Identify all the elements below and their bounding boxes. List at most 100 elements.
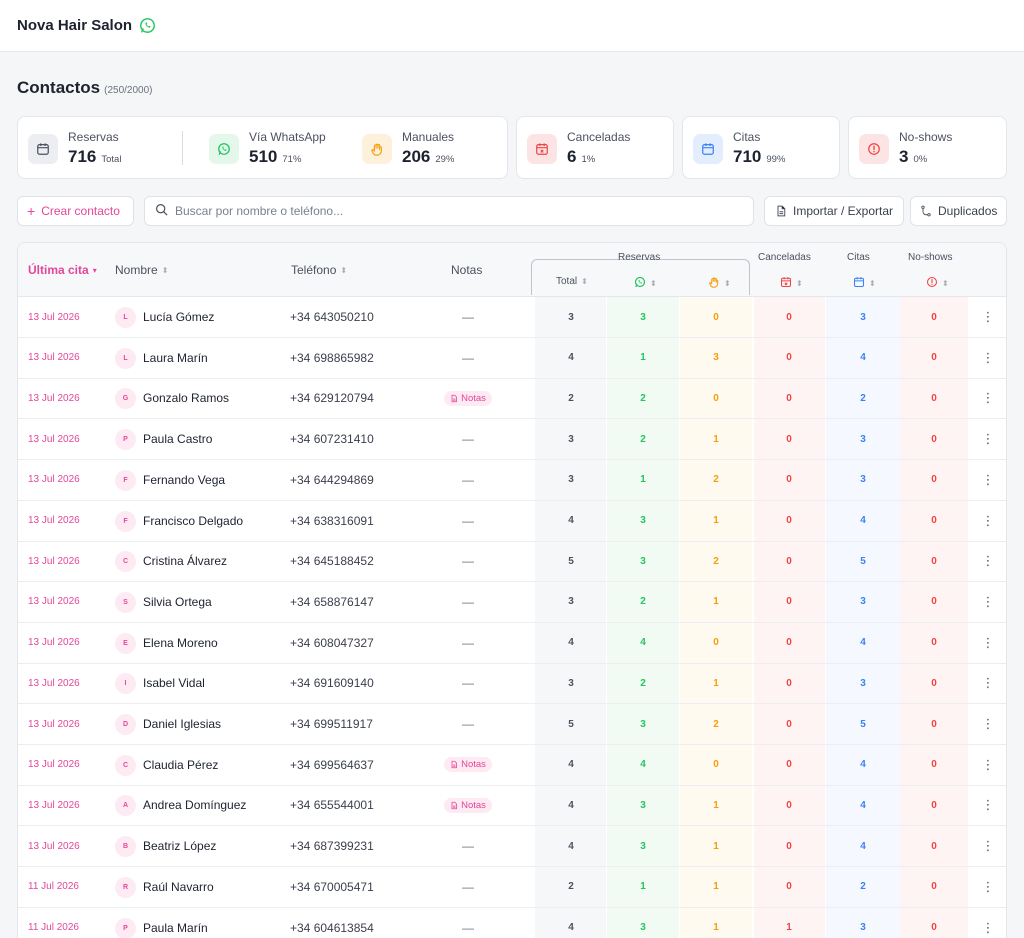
row-menu-icon[interactable]: ⋮ xyxy=(981,553,995,569)
cancel-count: 0 xyxy=(786,718,792,730)
contact-name[interactable]: Cristina Álvarez xyxy=(143,554,228,569)
last-visit-date: 13 Jul 2026 xyxy=(28,677,80,689)
table-row[interactable]: 13 Jul 2026 E Elena Moreno +34 608047327 — 4 4… xyxy=(18,623,1006,664)
contact-name[interactable]: Paula Castro xyxy=(143,432,213,447)
contact-phone: +34 638316091 xyxy=(290,513,374,528)
contact-name[interactable]: Silvia Ortega xyxy=(143,594,212,609)
table-row[interactable]: 13 Jul 2026 B Beatriz López +34 687399231 — 4… xyxy=(18,826,1006,868)
header-label: Teléfono xyxy=(291,263,337,277)
last-visit-date: 13 Jul 2026 xyxy=(28,799,80,811)
citas-count: 3 xyxy=(860,677,866,689)
contact-name[interactable]: Raúl Navarro xyxy=(143,879,214,894)
notes-empty: — xyxy=(462,350,474,365)
contact-name[interactable]: Fernando Vega xyxy=(143,472,226,487)
create-contact-label: Crear contacto xyxy=(41,204,120,218)
group-header-canceladas: Canceladas xyxy=(758,252,811,263)
row-menu-icon[interactable]: ⋮ xyxy=(981,512,995,528)
column-header-last-visit[interactable]: Última cita ▾ xyxy=(28,263,97,277)
table-row[interactable]: 13 Jul 2026 P Paula Castro +34 607231410 — 3 2… xyxy=(18,419,1006,461)
sort-icon: ⬍ xyxy=(869,279,876,288)
contact-name[interactable]: Daniel Iglesias xyxy=(143,717,222,731)
contact-name[interactable]: Elena Moreno xyxy=(143,635,218,650)
whatsapp-count: 4 xyxy=(640,759,646,771)
table-row[interactable]: 11 Jul 2026 R Raúl Navarro +34 670005471 — 2 1… xyxy=(18,867,1006,908)
table-row[interactable]: 13 Jul 2026 A Andrea Domínguez +34 65554400… xyxy=(18,785,1006,827)
contact-phone: +34 658876147 xyxy=(290,594,374,609)
stat-label: Manuales xyxy=(402,130,455,144)
contact-name[interactable]: Claudia Pérez xyxy=(143,757,219,772)
sort-icon: ⬍ xyxy=(942,279,949,288)
duplicates-button[interactable]: Duplicados xyxy=(910,196,1007,226)
contact-name[interactable]: Francisco Delgado xyxy=(143,513,244,528)
noshow-count: 0 xyxy=(931,352,937,364)
avatar: F xyxy=(115,469,136,491)
table-row[interactable]: 11 Jul 2026 P Paula Marín +34 604613854 — 4 3 1… xyxy=(18,908,1006,938)
total-count: 4 xyxy=(568,759,574,771)
search-box[interactable] xyxy=(144,196,754,226)
contacts-table: Última cita ▾ Nombre ⬍ Teléfono ⬍ Notas Res… xyxy=(17,242,1007,938)
row-menu-icon[interactable]: ⋮ xyxy=(981,919,995,935)
row-menu-icon[interactable]: ⋮ xyxy=(981,675,995,691)
top-bar: Nova Hair Salon xyxy=(0,0,1024,52)
contact-name[interactable]: Paula Marín xyxy=(143,920,208,935)
table-row[interactable]: 13 Jul 2026 S Silvia Ortega +34 658876147 — 3… xyxy=(18,582,1006,623)
table-row[interactable]: 13 Jul 2026 G Gonzalo Ramos +34 629120794 No… xyxy=(18,378,1006,420)
contact-name[interactable]: Andrea Domínguez xyxy=(143,798,247,813)
search-input[interactable] xyxy=(175,204,735,218)
column-header-notes: Notas xyxy=(451,263,482,277)
subheader-total[interactable]: Total ⬍ xyxy=(556,276,588,287)
calendar-icon xyxy=(693,133,723,164)
subheader-canceladas[interactable]: ⬍ xyxy=(780,276,803,291)
contact-name[interactable]: Gonzalo Ramos xyxy=(143,391,230,406)
import-export-button[interactable]: Importar / Exportar xyxy=(764,196,904,226)
contact-name[interactable]: Isabel Vidal xyxy=(143,676,205,691)
row-menu-icon[interactable]: ⋮ xyxy=(981,390,995,406)
contact-name[interactable]: Lucía Gómez xyxy=(143,310,215,324)
contact-name[interactable]: Laura Marín xyxy=(143,350,208,365)
table-row[interactable]: 13 Jul 2026 F Fernando Vega +34 644294869 — 3… xyxy=(18,460,1006,501)
table-row[interactable]: 13 Jul 2026 C Claudia Pérez +34 699564637 No… xyxy=(18,745,1006,786)
row-menu-icon[interactable]: ⋮ xyxy=(981,838,995,854)
row-menu-icon[interactable]: ⋮ xyxy=(981,431,995,447)
total-count: 5 xyxy=(568,555,574,567)
header-label: Última cita xyxy=(28,263,89,277)
whatsapp-count: 3 xyxy=(640,840,646,852)
row-menu-icon[interactable]: ⋮ xyxy=(981,349,995,365)
subheader-whatsapp[interactable]: ⬍ xyxy=(634,276,657,291)
stat-sub: 99% xyxy=(766,154,786,165)
notes-empty: — xyxy=(462,472,474,487)
table-row[interactable]: 13 Jul 2026 F Francisco Delgado +34 6383160… xyxy=(18,501,1006,542)
group-header-citas: Citas xyxy=(847,252,870,263)
subheader-citas[interactable]: ⬍ xyxy=(853,276,876,291)
row-menu-icon[interactable]: ⋮ xyxy=(981,309,995,324)
avatar: R xyxy=(115,876,136,898)
row-menu-icon[interactable]: ⋮ xyxy=(981,756,995,772)
column-header-phone[interactable]: Teléfono ⬍ xyxy=(291,263,347,277)
stat-label: No-shows xyxy=(899,130,953,144)
notes-empty: — xyxy=(462,717,474,731)
create-contact-button[interactable]: + Crear contacto xyxy=(17,196,134,226)
subheader-manual[interactable]: ⬍ xyxy=(708,276,731,291)
row-menu-icon[interactable]: ⋮ xyxy=(981,716,995,731)
total-count: 3 xyxy=(568,596,574,608)
row-menu-icon[interactable]: ⋮ xyxy=(981,593,995,609)
citas-count: 2 xyxy=(860,392,866,404)
notes-badge[interactable]: Notas xyxy=(444,390,492,406)
table-row[interactable]: 13 Jul 2026 C Cristina Álvarez +34 64518845… xyxy=(18,541,1006,583)
row-menu-icon[interactable]: ⋮ xyxy=(981,634,995,650)
page-heading: Contactos (250/2000) xyxy=(17,78,153,98)
table-row[interactable]: 13 Jul 2026 L Laura Marín +34 698865982 — 4 1 3… xyxy=(18,338,1006,379)
table-row[interactable]: 13 Jul 2026 L Lucía Gómez +34 643050210 — 3 3 0… xyxy=(18,297,1006,338)
row-menu-icon[interactable]: ⋮ xyxy=(981,797,995,813)
subheader-noshows[interactable]: ⬍ xyxy=(926,276,949,291)
hand-icon xyxy=(362,133,392,164)
last-visit-date: 11 Jul 2026 xyxy=(28,922,79,933)
table-row[interactable]: 13 Jul 2026 D Daniel Iglesias +34 699511917… xyxy=(18,704,1006,745)
contact-name[interactable]: Beatriz López xyxy=(143,839,217,854)
notes-badge[interactable]: Notas xyxy=(444,797,492,813)
column-header-name[interactable]: Nombre ⬍ xyxy=(115,263,168,277)
row-menu-icon[interactable]: ⋮ xyxy=(981,471,995,487)
row-menu-icon[interactable]: ⋮ xyxy=(981,878,995,894)
notes-badge[interactable]: Notas xyxy=(444,757,492,773)
table-row[interactable]: 13 Jul 2026 I Isabel Vidal +34 691609140 — 3 2… xyxy=(18,663,1006,705)
